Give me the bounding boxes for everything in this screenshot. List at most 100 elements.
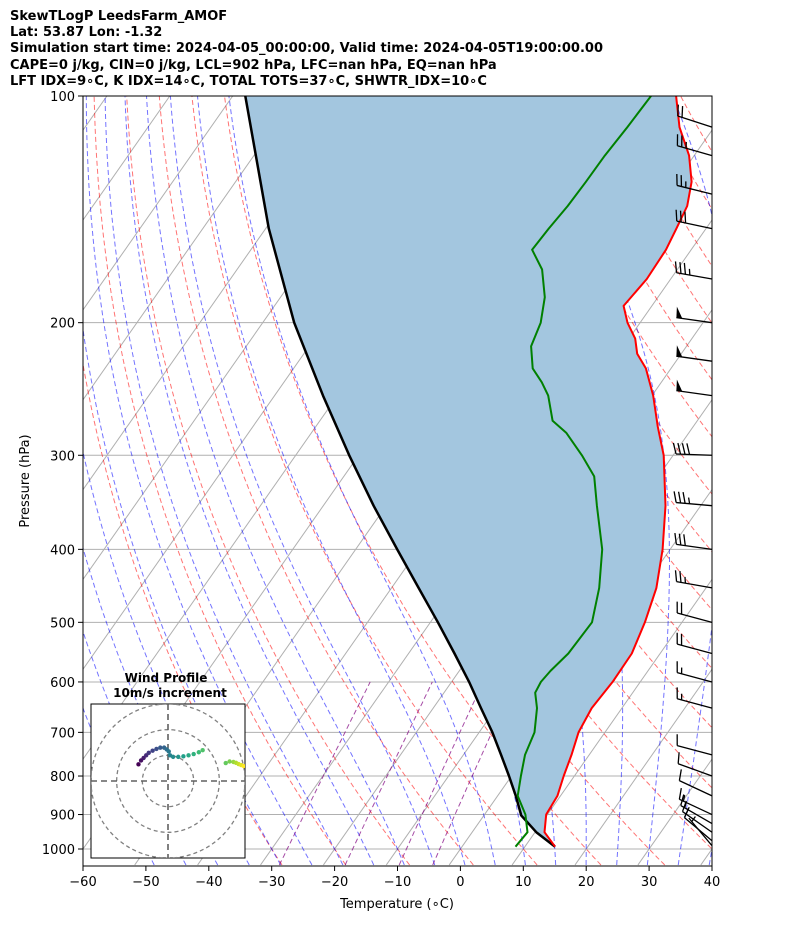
profiles	[244, 96, 693, 848]
dry-adiabat	[746, 96, 794, 865]
y-tick-label: 100	[50, 90, 75, 105]
moist-adiabat	[169, 96, 436, 866]
wind-barb	[674, 570, 713, 589]
y-tick-label: 200	[50, 317, 75, 332]
location-info: Lat: 53.87 Lon: -1.32	[10, 25, 163, 40]
isotherm-gridline	[511, 578, 712, 866]
x-tick-label: −30	[258, 875, 285, 890]
hodograph-point	[227, 759, 232, 764]
wind-barb	[672, 442, 713, 456]
moist-adiabat	[708, 846, 712, 866]
wind-barb	[676, 345, 713, 362]
wind-barbs	[672, 104, 713, 847]
y-tick-label: 500	[50, 616, 75, 631]
dry-adiabat	[83, 361, 283, 866]
y-tick-label: 400	[50, 543, 75, 558]
wind-barb	[676, 174, 713, 195]
axes: −60 −50 −40 −30 −20 −10 0 10 20 30 40 1000 900 800 700…	[42, 90, 720, 890]
hodograph-point	[176, 754, 181, 760]
x-tick-label: 20	[578, 875, 595, 890]
isotherm-gridline	[574, 668, 712, 866]
dry-adiabat	[191, 96, 538, 866]
hodograph-point	[146, 750, 151, 755]
mixing-ratio-line	[432, 681, 516, 866]
wind-barb	[676, 134, 713, 157]
hodograph-point	[241, 763, 245, 769]
hodograph-point	[150, 748, 155, 753]
x-tick-label: 40	[704, 875, 721, 890]
wind-barb	[676, 379, 713, 397]
isotherm-gridline	[83, 96, 297, 401]
y-tick-label: 300	[50, 449, 75, 464]
wind-barb	[674, 261, 713, 280]
hodograph-point	[136, 762, 141, 767]
moist-adiabat	[124, 96, 375, 866]
y-tick-label: 900	[50, 809, 75, 824]
x-tick-label: −60	[69, 875, 96, 890]
wind-barb	[673, 491, 713, 507]
parcel-profile-line	[244, 96, 556, 848]
x-axis-label: Temperature (∘C)	[339, 897, 454, 912]
x-tick-label: 30	[641, 875, 658, 890]
mixing-ratio-line	[398, 681, 484, 866]
hodograph-point	[223, 760, 228, 766]
chart-title: SkewTLogP LeedsFarm_AMOF	[10, 9, 228, 24]
dewpoint-line	[514, 96, 652, 848]
hodograph-point	[158, 745, 163, 750]
x-tick-label: −50	[132, 875, 159, 890]
dry-adiabat	[224, 96, 602, 866]
wind-barb	[676, 306, 713, 324]
wind-barb	[676, 601, 713, 623]
hodograph-point	[200, 748, 205, 753]
moist-adiabat	[146, 96, 405, 866]
y-axis-label: Pressure (hPa)	[18, 434, 33, 527]
wind-barb	[674, 532, 713, 550]
moist-adiabat	[542, 96, 670, 866]
dry-adiabat	[680, 96, 712, 153]
dry-adiabat	[158, 96, 474, 866]
index-info: LFT IDX=9∘C, K IDX=14∘C, TOTAL TOTS=37∘C…	[10, 74, 487, 89]
temperature-line	[543, 96, 693, 848]
x-tick-label: 0	[456, 875, 464, 890]
y-tick-label: 1000	[42, 843, 75, 858]
wind-barb	[678, 787, 713, 816]
y-tick-label: 600	[50, 676, 75, 691]
hodograph-point	[154, 746, 159, 752]
cape-cin-shading	[245, 96, 692, 847]
cape-info: CAPE=0 j/kg, CIN=0 j/kg, LCL=902 hPa, LF…	[10, 58, 497, 73]
hodograph-point	[166, 749, 171, 754]
moist-adiabat	[228, 96, 496, 866]
x-tick-label: −40	[195, 875, 222, 890]
mixing-ratio-line	[278, 681, 371, 866]
dry-adiabat	[713, 96, 794, 865]
hodograph-title: Wind Profile	[125, 671, 208, 685]
wind-barb	[676, 661, 713, 683]
dry-adiabat	[93, 96, 347, 866]
isotherm-gridline	[83, 96, 234, 311]
wind-barb	[676, 734, 713, 756]
moist-adiabat	[83, 326, 282, 866]
x-tick-label: −20	[321, 875, 348, 890]
dry-adiabat	[778, 96, 794, 865]
wind-barb	[676, 632, 713, 655]
hodograph-inset: Wind Profile 10m/s increment	[90, 671, 246, 859]
y-tick-label: 800	[50, 770, 75, 785]
moist-adiabat	[740, 96, 794, 865]
hodograph-subtitle: 10m/s increment	[113, 686, 227, 700]
time-info: Simulation start time: 2024-04-05_00:00:…	[10, 41, 603, 56]
hodograph-point	[196, 750, 201, 755]
x-tick-label: 10	[515, 875, 532, 890]
hodograph-point	[186, 753, 191, 758]
y-tick-label: 700	[50, 726, 75, 741]
wind-barb	[676, 687, 713, 709]
moist-adiabat	[85, 96, 313, 866]
hodograph-point	[170, 754, 176, 760]
cin-shade-area	[245, 96, 692, 847]
hodograph-point	[191, 751, 196, 757]
moist-adiabat	[197, 96, 466, 866]
wind-barb	[677, 104, 713, 128]
moist-adiabat	[83, 449, 250, 866]
hodograph-point	[181, 754, 186, 759]
x-tick-label: −10	[384, 875, 411, 890]
